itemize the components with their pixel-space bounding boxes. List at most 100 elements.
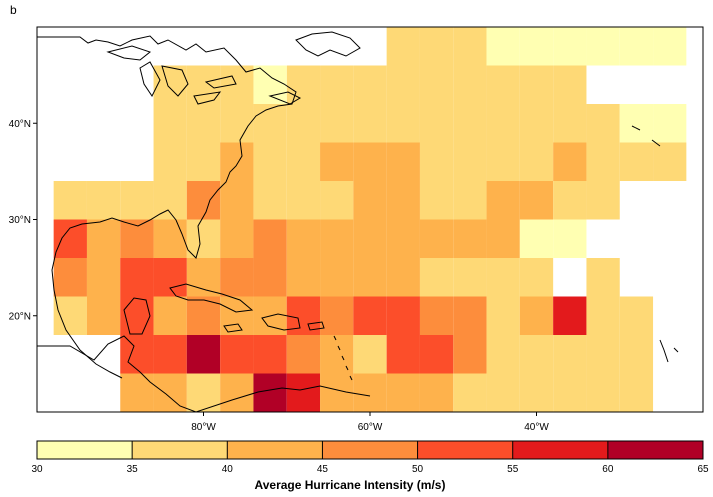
heatmap-cell [253,258,287,297]
heatmap-cell [653,27,687,66]
heatmap-cell [86,258,121,297]
heatmap-cell [386,104,420,143]
heatmap-cell [286,104,321,143]
heatmap-cell [419,373,454,412]
colorbar-tick-label: 50 [412,464,424,475]
heatmap-cell [453,296,487,335]
heatmap-cell [386,142,420,181]
heatmap-cell [253,142,287,181]
heatmap-cell [220,373,254,412]
heatmap-cell [386,258,420,297]
heatmap-cell [253,373,287,412]
heatmap-cell [353,181,387,220]
heatmap-cell [519,373,554,412]
heatmap-cell [419,181,454,220]
colorbar-tick-label: 40 [222,464,234,475]
heatmap-cell [153,296,187,335]
heatmap-cell [619,27,654,66]
heatmap-cell [486,104,520,143]
latitude-ticks: 40°N 30°N 20°N [9,119,37,322]
latitude-tick-label: 30°N [9,215,31,226]
heatmap-cell [586,296,620,335]
heatmap-cell [486,142,520,181]
heatmap-cell [186,142,221,181]
hispaniola [261,313,301,331]
heatmap-cell [153,258,187,297]
heatmap-cell [519,142,554,181]
heatmap-cell [120,373,154,412]
heatmap-cell [419,142,454,181]
heatmap-cell [486,27,520,66]
heatmap-cell [120,335,154,374]
heatmap-cell [486,181,520,220]
heatmap-cell [553,181,587,220]
colorbar-swatch [132,441,228,459]
heatmap-cell [419,104,454,143]
heatmap-cell [253,65,287,104]
colorbar-swatch [607,441,703,459]
heatmap-cell [419,65,454,104]
heatmap-cell [320,104,354,143]
heatmap-cell [320,142,354,181]
heatmap-cell [553,373,587,412]
heatmap-cell [519,219,554,258]
heatmap-cell [353,258,387,297]
heatmap-cell [486,296,520,335]
heatmap-cell [386,373,420,412]
heatmap-cell [220,335,254,374]
heatmap-cell [186,65,221,104]
heatmap-cell [486,373,520,412]
heatmap-cell [353,335,387,374]
heatmap-cell [386,27,420,66]
heatmap-cell [586,258,620,297]
heatmap-cell [220,258,254,297]
heatmap-cell [286,65,321,104]
heatmap-cell [386,296,420,335]
heatmap-cell [220,142,254,181]
colorbar-swatch [37,441,133,459]
coastlines [37,31,679,413]
panel-label: b [10,3,17,17]
heatmap-cell [186,104,221,143]
heatmap-cell [586,373,620,412]
heatmap-cell [453,27,487,66]
colorbar-swatch [512,441,608,459]
heatmap-cell [519,104,554,143]
heatmap-cell [186,181,221,220]
heatmap-cell [453,258,487,297]
heatmap-cell [553,296,587,335]
heatmap-cell [519,258,554,297]
heatmap-cell [220,219,254,258]
heatmap-cell [320,181,354,220]
heatmap-cell [286,373,321,412]
heatmap-cell [419,27,454,66]
heatmap-cell [353,104,387,143]
heatmap-cell [619,296,654,335]
heatmap-cell [153,65,187,104]
heatmap-cell [386,335,420,374]
heatmap-cell [386,219,420,258]
heatmap-cell [53,219,87,258]
longitude-tick-label: 60°W [358,422,383,433]
heatmap-cell [553,142,587,181]
heatmap-cell [553,219,587,258]
colorbar-tick-label: 35 [127,464,139,475]
jamaica [223,323,243,333]
heatmap-cell [320,335,354,374]
heatmap-cell [453,335,487,374]
heatmap-cell [153,335,187,374]
heatmap-cell [619,335,654,374]
heatmap-cell [653,142,687,181]
colorbar-tick-label: 60 [602,464,614,475]
colorbar-title: Average Hurricane Intensity (m/s) [255,478,446,492]
heatmap-cell [153,181,187,220]
lesser-antilles [333,335,353,381]
latitude-tick-label: 40°N [9,119,31,130]
heatmap-cell [186,373,221,412]
heatmap-cell [353,296,387,335]
heatmap-cell [419,335,454,374]
colorbar-tick-label: 65 [697,464,709,475]
heatmap-cell [286,258,321,297]
heatmap-cell [586,335,620,374]
heatmap-cell [486,335,520,374]
